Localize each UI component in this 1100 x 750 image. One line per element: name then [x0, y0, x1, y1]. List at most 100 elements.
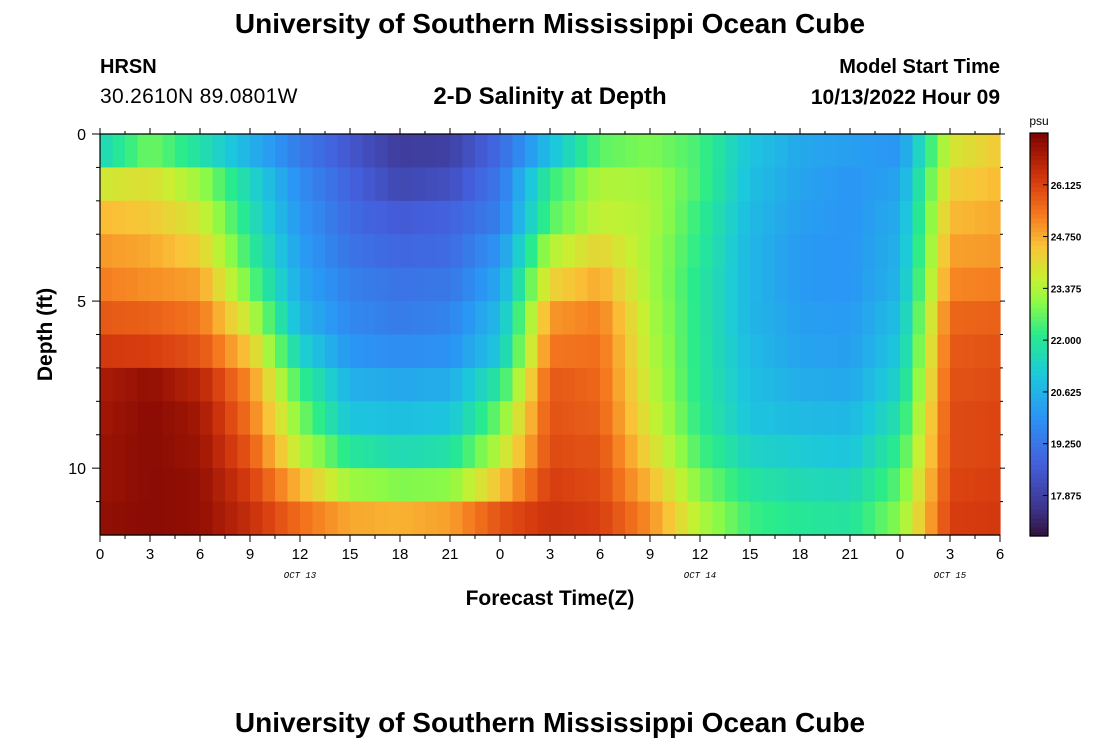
heatmap-cell [487, 401, 501, 436]
heatmap-cell [650, 334, 664, 369]
heatmap-cell [862, 434, 876, 469]
heatmap-cell [937, 434, 951, 469]
heatmap-cell [450, 501, 464, 536]
heatmap-cell [287, 334, 301, 369]
heatmap-cell [250, 134, 264, 169]
heatmap-cell [550, 134, 564, 169]
colorbar-segment [1030, 249, 1048, 255]
heatmap-cell [112, 234, 126, 269]
heatmap-cell [937, 301, 951, 336]
heatmap-cell [412, 267, 426, 302]
heatmap-cell [975, 468, 989, 503]
heatmap-cell [187, 134, 201, 169]
heatmap-cell [537, 134, 551, 169]
heatmap-cell [425, 334, 439, 369]
heatmap-cell [900, 234, 914, 269]
heatmap-cell [950, 200, 964, 235]
heatmap-cell [887, 401, 901, 436]
heatmap-cell [312, 401, 326, 436]
heatmap-cell [887, 434, 901, 469]
heatmap-cell [350, 367, 364, 402]
colorbar-segment [1030, 285, 1048, 291]
colorbar-segment [1030, 527, 1048, 533]
colorbar-segment [1030, 410, 1048, 416]
heatmap-cell [587, 401, 601, 436]
heatmap-cell [387, 134, 401, 169]
colorbar-segment [1030, 168, 1048, 174]
heatmap-cell [975, 401, 989, 436]
heatmap-cell [312, 167, 326, 202]
heatmap-cell [162, 301, 176, 336]
colorbar-segment [1030, 446, 1048, 452]
heatmap-cell [275, 301, 289, 336]
heatmap-cell [612, 501, 626, 536]
heatmap-cell [700, 234, 714, 269]
heatmap-cell [587, 367, 601, 402]
heatmap-cell [125, 468, 139, 503]
heatmap-cell [362, 200, 376, 235]
heatmap-cell [550, 167, 564, 202]
heatmap-cell [787, 200, 801, 235]
heatmap-cell [187, 367, 201, 402]
heatmap-cell [962, 468, 976, 503]
heatmap-cell [775, 501, 789, 536]
colorbar-segment [1030, 218, 1048, 224]
heatmap-cell [650, 200, 664, 235]
heatmap-cell [150, 434, 164, 469]
heatmap-cell [600, 200, 614, 235]
heatmap-cell [737, 334, 751, 369]
colorbar-segment [1030, 356, 1048, 362]
heatmap-cell [600, 434, 614, 469]
colorbar-segment [1030, 316, 1048, 322]
colorbar-tick-label: 24.750 [1051, 233, 1082, 244]
heatmap-cell [687, 234, 701, 269]
heatmap-cell [212, 301, 226, 336]
x-tick-label: 18 [792, 546, 809, 563]
heatmap-cell [450, 367, 464, 402]
heatmap-cell [137, 200, 151, 235]
heatmap-cell [400, 301, 414, 336]
heatmap-cell [487, 200, 501, 235]
heatmap-cell [187, 468, 201, 503]
heatmap-cell [950, 401, 964, 436]
x-tick-label: 12 [292, 546, 309, 563]
heatmap-cell [950, 434, 964, 469]
heatmap-cell [825, 367, 839, 402]
heatmap-cell [725, 267, 739, 302]
colorbar-segment [1030, 177, 1048, 183]
heatmap-cell [587, 434, 601, 469]
heatmap-cell [800, 134, 814, 169]
heatmap-cell [787, 367, 801, 402]
heatmap-cell [662, 501, 676, 536]
heatmap-cell [687, 134, 701, 169]
heatmap-cell [587, 468, 601, 503]
heatmap-cell [600, 468, 614, 503]
heatmap-cell [562, 200, 576, 235]
heatmap-cell [300, 234, 314, 269]
heatmap-cell [150, 200, 164, 235]
heatmap-cell [475, 367, 489, 402]
heatmap-cell [537, 334, 551, 369]
heatmap-cell [887, 367, 901, 402]
heatmap-cell [562, 134, 576, 169]
heatmap-cell [737, 234, 751, 269]
heatmap-cell [462, 134, 476, 169]
heatmap-cell [325, 167, 339, 202]
heatmap-cell [425, 234, 439, 269]
colorbar-segment [1030, 338, 1048, 345]
heatmap-cell [175, 434, 189, 469]
y-tick-label: 10 [68, 461, 86, 478]
heatmap-cell [850, 167, 864, 202]
heatmap-cell [712, 367, 726, 402]
x-tick-label: 15 [742, 546, 759, 563]
heatmap-cell [987, 334, 1001, 369]
heatmap-cell [837, 401, 851, 436]
heatmap-cell [475, 167, 489, 202]
heatmap-cell [262, 367, 276, 402]
x-tick-label: 0 [496, 546, 504, 563]
heatmap-cell [587, 200, 601, 235]
heatmap-cell [737, 434, 751, 469]
heatmap-cell [787, 468, 801, 503]
heatmap-cell [962, 167, 976, 202]
heatmap-cell [337, 134, 351, 169]
